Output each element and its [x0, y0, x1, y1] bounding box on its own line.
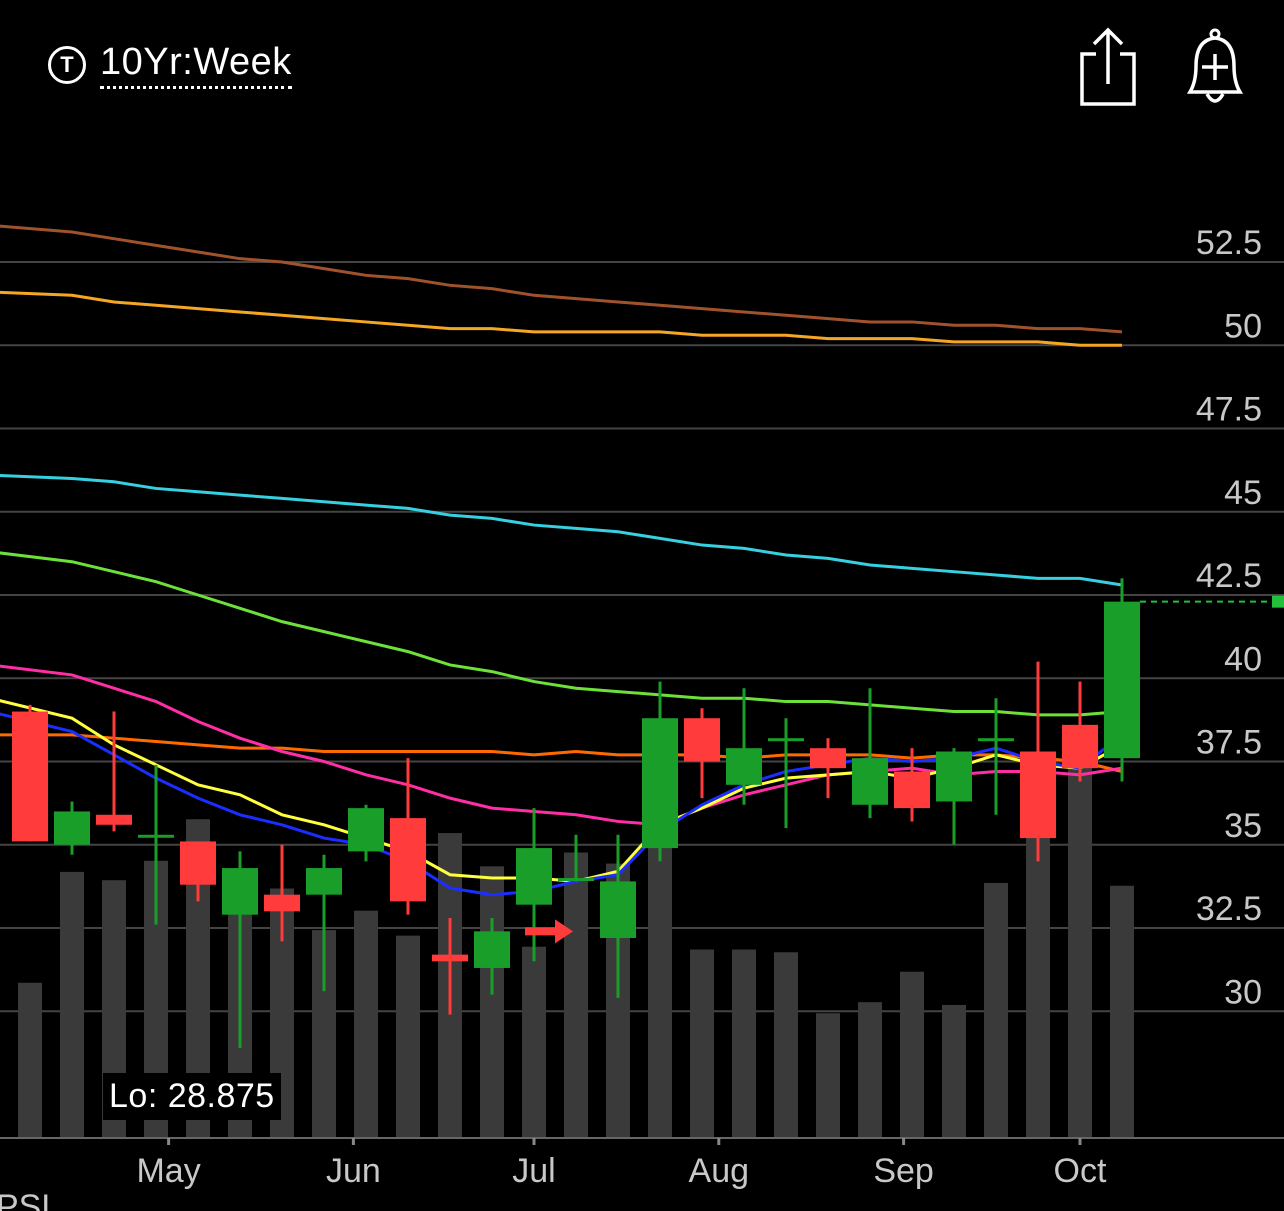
volume-bar [774, 952, 798, 1138]
candle-body [726, 748, 762, 785]
x-tick-label: Oct [1054, 1152, 1107, 1190]
candle-body [54, 811, 90, 845]
candle-body [600, 881, 636, 938]
moving-average-line [0, 474, 1123, 587]
candle-body [852, 758, 888, 805]
x-tick-label: Jun [326, 1152, 381, 1190]
share-button[interactable] [1076, 26, 1140, 108]
moving-average-line [0, 551, 1123, 717]
add-alert-button[interactable] [1180, 26, 1250, 108]
volume-bar [60, 871, 84, 1138]
volume-bar [396, 935, 420, 1138]
y-tick-label: 32.5 [1196, 890, 1262, 928]
volume-bar [1110, 885, 1134, 1138]
x-tick-label: Sep [873, 1152, 934, 1190]
timeframe-label: 10Yr:Week [100, 40, 292, 89]
candle-body [1062, 724, 1098, 769]
x-tick-label: Aug [689, 1152, 750, 1190]
candle-body [96, 814, 132, 825]
timeframe-selector[interactable]: T 10Yr:Week [48, 40, 292, 89]
y-tick-label: 37.5 [1196, 724, 1262, 762]
volume-bar [858, 1002, 882, 1138]
volume-bar [522, 946, 546, 1138]
volume-bar [900, 971, 924, 1138]
candle-body [894, 771, 930, 809]
moving-average-line [0, 290, 1122, 347]
y-tick-label: 40 [1224, 640, 1262, 678]
y-tick-label: 50 [1224, 307, 1262, 345]
top-toolbar: T 10Yr:Week [0, 0, 1284, 130]
candle-body [348, 808, 384, 852]
volume-bar [18, 982, 42, 1138]
price-chart[interactable]: 52.5 50 47.5 45 42.5 40 37.5 35 32.5 30 May Jun Jul A… [0, 130, 1284, 1211]
y-tick-label: 30 [1224, 973, 1262, 1011]
candle-body [138, 834, 174, 838]
share-icon [1080, 27, 1136, 106]
volume-bar [1068, 752, 1092, 1138]
candle-body [390, 818, 426, 902]
x-tick-label: Jul [512, 1152, 555, 1190]
volume-bar [480, 866, 504, 1138]
y-tick-label: 45 [1224, 474, 1262, 512]
candle-body [432, 954, 468, 962]
volume-bar [354, 910, 378, 1138]
volume-bar [984, 882, 1008, 1138]
candle-body [684, 718, 720, 762]
candle-body [642, 718, 678, 849]
candle-body [12, 711, 48, 842]
candle-body [516, 848, 552, 905]
y-tick-label: 52.5 [1196, 224, 1262, 262]
y-tick-label: 47.5 [1196, 391, 1262, 429]
candle-body [264, 894, 300, 912]
y-tick-label: 42.5 [1196, 557, 1262, 595]
candle-body [306, 868, 342, 895]
volume-bar [732, 949, 756, 1138]
timeframe-badge-icon: T [48, 45, 86, 84]
x-tick-label: May [136, 1152, 200, 1190]
volume-bar [816, 1013, 840, 1138]
add-alert-bell-icon [1186, 28, 1244, 103]
low-price-label: Lo: 28.875 [103, 1073, 281, 1120]
volume-bar [942, 1004, 966, 1138]
candle-body [768, 738, 804, 742]
candle-body [810, 748, 846, 769]
candle-body [978, 738, 1014, 742]
candle-body [936, 751, 972, 802]
last-price-marker [1272, 595, 1284, 608]
red-arrow-annotation [525, 919, 573, 944]
candle-body [180, 841, 216, 885]
bottom-clipped-label: PSL [0, 1188, 60, 1211]
moving-average-line [0, 224, 1123, 334]
candle-body [1104, 601, 1140, 759]
y-tick-label: 35 [1224, 807, 1262, 845]
candle-body [222, 868, 258, 915]
candle-body [1020, 751, 1056, 839]
candle-body [558, 878, 594, 882]
candle-body [474, 931, 510, 968]
volume-bar [564, 852, 588, 1138]
volume-bar [690, 949, 714, 1138]
